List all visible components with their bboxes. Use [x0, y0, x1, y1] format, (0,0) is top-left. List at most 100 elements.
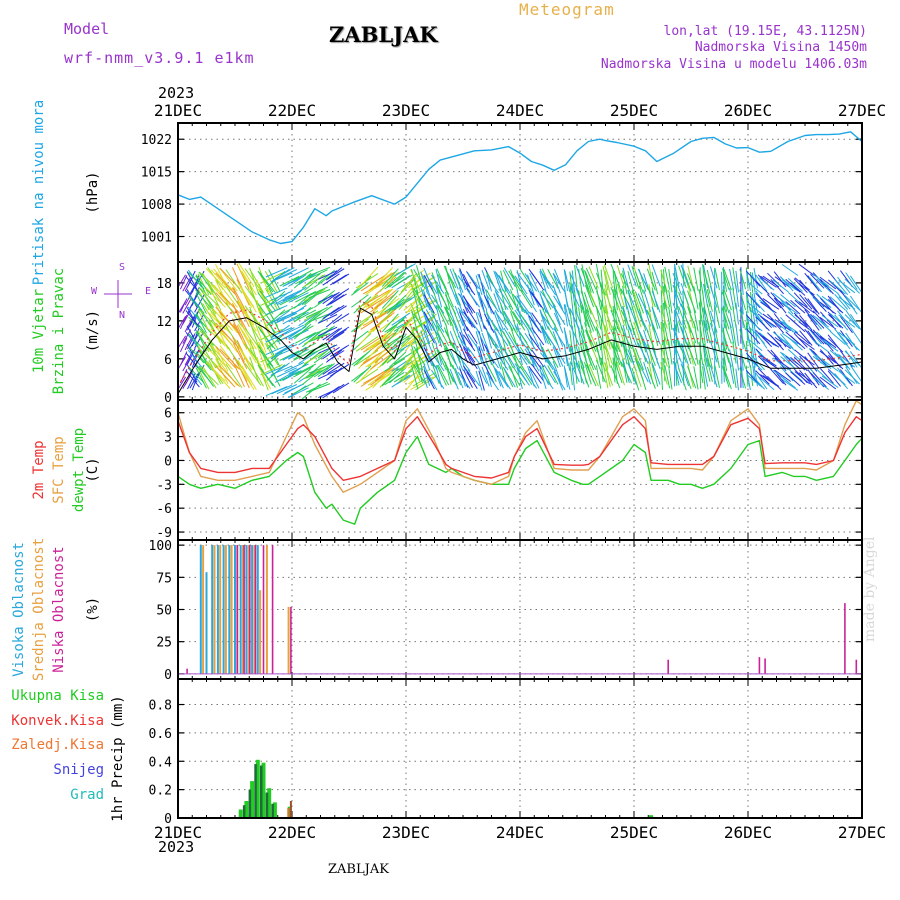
wind-arrow: [484, 313, 495, 333]
wind-arrow: [332, 326, 350, 338]
wind-arrow: [187, 349, 203, 368]
wind-arrow: [612, 357, 616, 383]
wind-arrow: [293, 306, 314, 319]
wind-arrow: [502, 289, 514, 310]
wind-arrow: [668, 290, 673, 314]
wind-arrow: [208, 286, 222, 311]
wind-arrow: [194, 313, 205, 332]
wind-arrow: [478, 370, 485, 391]
wind-arrow: [633, 321, 642, 345]
wind-arrow: [403, 293, 425, 311]
wind-arrow: [584, 361, 592, 385]
wind-arrow: [703, 343, 709, 367]
wind-arrow: [838, 314, 856, 328]
wind-arrow: [265, 385, 288, 397]
wind-arrow: [773, 297, 787, 314]
wind-arrow: [381, 313, 399, 333]
wind-arrow: [410, 283, 421, 306]
wind-arrow: [379, 325, 398, 345]
wind-arrow: [205, 346, 226, 367]
wind-arrow: [458, 324, 466, 345]
y-tick-label: 0: [164, 454, 172, 469]
wind-arrow: [745, 291, 751, 312]
wind-arrow: [575, 322, 585, 344]
wind-arrow: [849, 327, 863, 345]
wind-arrow: [384, 319, 405, 333]
wind-arrow: [613, 359, 623, 384]
wind-arrow: [746, 337, 763, 352]
wind-arrow: [678, 265, 687, 289]
wind-arrow: [266, 290, 286, 308]
wind-arrow: [317, 363, 336, 378]
wind-arrow: [834, 293, 849, 310]
wind-arrow: [184, 316, 194, 333]
wind-arrow: [760, 301, 777, 314]
wind-arrow: [735, 270, 739, 293]
precip-grad-bar: [260, 765, 263, 818]
wind-arrow: [210, 367, 231, 389]
wind-arrow: [682, 319, 685, 344]
wind-arrow: [682, 290, 692, 314]
wind-arrow: [225, 269, 243, 294]
wind-arrow: [199, 348, 219, 368]
x-tick-label-top: 23DEC: [382, 101, 430, 120]
wind-arrow: [199, 330, 219, 350]
wind-arrow: [279, 350, 300, 361]
wind-arrow: [580, 290, 590, 313]
wind-arrow: [358, 292, 379, 314]
wind-arrow: [257, 365, 272, 390]
wind-arrow: [495, 291, 509, 310]
wind-arrow: [327, 268, 345, 280]
precip-grad-bar: [242, 805, 246, 818]
wind-arrow: [288, 387, 309, 398]
wind-arrow: [633, 348, 642, 372]
wind-arrow: [678, 291, 687, 315]
wind-arrow: [182, 277, 192, 292]
wind-arrow: [500, 302, 507, 325]
panel-side-label: SFC Temp: [51, 436, 67, 503]
wind-arrow: [462, 365, 476, 383]
wind-arrow: [372, 340, 394, 363]
wind-arrow: [845, 297, 858, 315]
wind-arrow: [462, 345, 476, 363]
wind-arrow: [514, 275, 528, 295]
wind-arrow: [634, 347, 644, 371]
wind-arrow: [755, 280, 770, 295]
wind-arrow: [393, 352, 413, 365]
wind-arrow: [553, 295, 566, 315]
wind-arrow: [785, 301, 801, 315]
wind-arrow: [466, 351, 478, 370]
wind-arrow: [540, 371, 554, 390]
wind-arrow: [781, 321, 799, 334]
precip-legend-label: Grad: [70, 787, 104, 803]
wind-arrow: [425, 325, 438, 345]
wind-arrow: [837, 353, 851, 371]
wind-arrow: [493, 366, 502, 387]
wind-arrow: [735, 348, 739, 371]
wind-arrow: [660, 285, 668, 309]
wind-arrow: [377, 315, 400, 332]
wind-arrow: [301, 369, 321, 386]
wind-arrow: [444, 364, 457, 385]
wind-arrow: [362, 289, 390, 306]
cloud-low-bar: [290, 606, 292, 674]
wind-arrow: [760, 315, 777, 328]
wind-arrow: [578, 360, 583, 384]
wind-arrow: [849, 313, 863, 332]
wind-arrow: [244, 268, 262, 292]
wind-arrow: [318, 326, 338, 337]
wind-arrow: [682, 268, 692, 292]
wind-arrow: [215, 345, 229, 372]
wind-arrow: [360, 273, 388, 292]
wind-arrow: [663, 302, 666, 327]
wind-arrow: [729, 288, 735, 310]
cloud-low-bar: [249, 545, 251, 674]
wind-arrow: [703, 359, 711, 382]
wind-arrow: [305, 381, 328, 393]
wind-arrow: [437, 289, 450, 311]
wind-arrow: [179, 298, 188, 313]
wind-arrow: [785, 355, 801, 370]
wind-arrow: [812, 329, 827, 345]
wind-arrow: [637, 342, 649, 365]
model-elevation-label: Nadmorska Visina u modelu 1406.03m: [600, 57, 867, 72]
